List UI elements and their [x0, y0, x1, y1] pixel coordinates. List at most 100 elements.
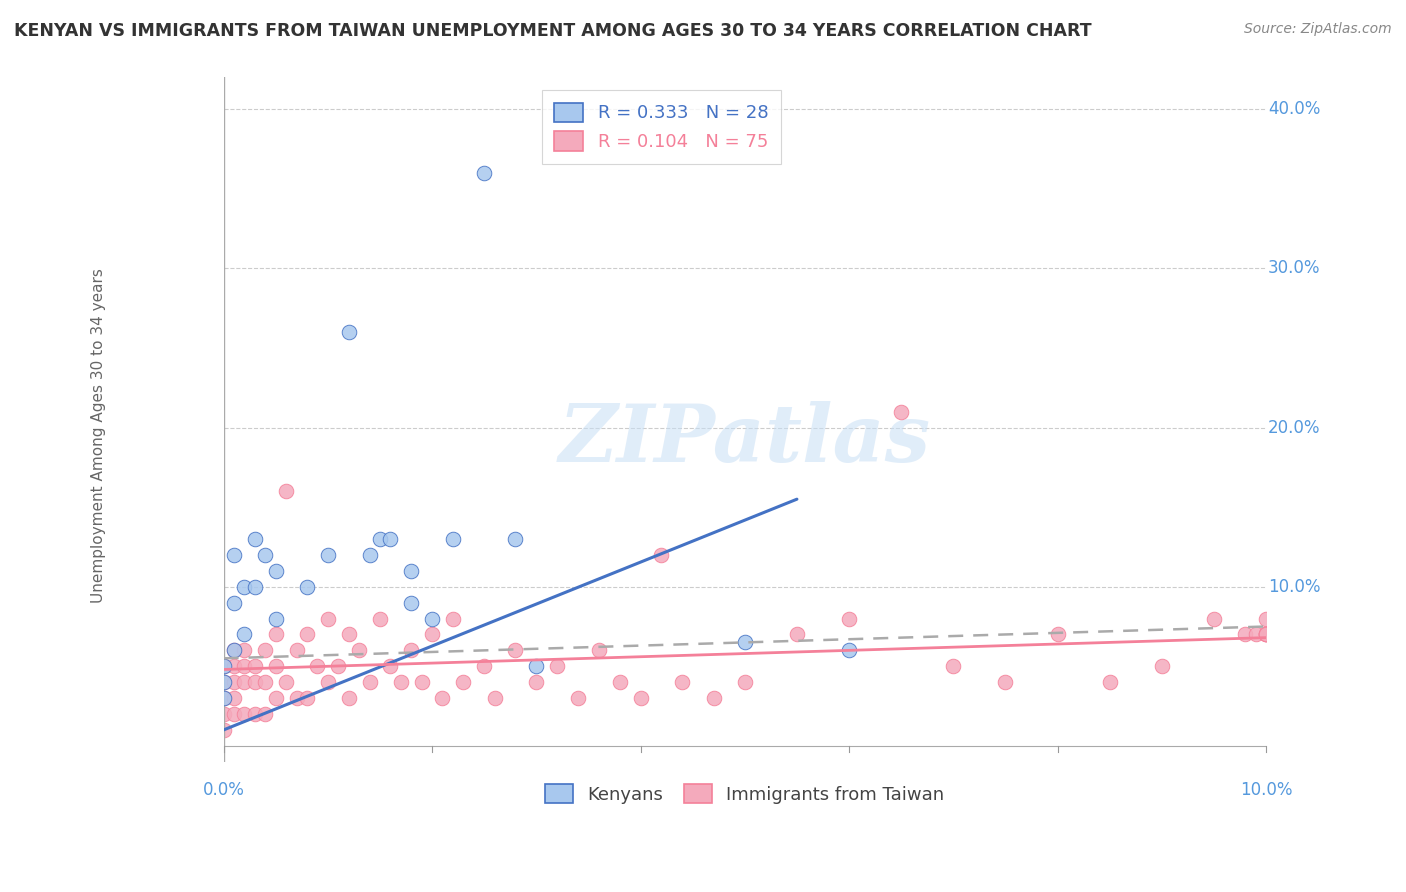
Point: [441, 532, 464, 546]
Point: [1254, 627, 1277, 641]
Point: [222, 643, 245, 657]
Point: [420, 611, 443, 625]
Point: [295, 691, 318, 706]
Point: [524, 659, 547, 673]
Point: [212, 659, 235, 673]
Point: [316, 675, 339, 690]
Point: [264, 659, 287, 673]
Point: [243, 675, 266, 690]
Point: [328, 659, 350, 673]
Point: [420, 627, 443, 641]
Point: [942, 659, 965, 673]
Point: [630, 691, 652, 706]
Point: [337, 691, 360, 706]
Point: [254, 706, 277, 721]
Point: [212, 691, 235, 706]
Point: [432, 691, 454, 706]
Text: 0.0%: 0.0%: [202, 780, 245, 799]
Point: [222, 691, 245, 706]
Point: [222, 596, 245, 610]
Point: [786, 627, 808, 641]
Text: 10.0%: 10.0%: [1268, 578, 1320, 596]
Text: 20.0%: 20.0%: [1268, 418, 1320, 436]
Point: [285, 643, 308, 657]
Text: KENYAN VS IMMIGRANTS FROM TAIWAN UNEMPLOYMENT AMONG AGES 30 TO 34 YEARS CORRELAT: KENYAN VS IMMIGRANTS FROM TAIWAN UNEMPLO…: [14, 22, 1091, 40]
Point: [337, 325, 360, 339]
Point: [368, 532, 391, 546]
Point: [734, 675, 756, 690]
Point: [264, 627, 287, 641]
Point: [295, 580, 318, 594]
Point: [838, 611, 860, 625]
Point: [1254, 627, 1277, 641]
Point: [212, 723, 235, 737]
Point: [389, 675, 412, 690]
Point: [316, 548, 339, 562]
Point: [484, 691, 506, 706]
Point: [1150, 659, 1173, 673]
Point: [399, 564, 422, 578]
Point: [359, 675, 381, 690]
Point: [588, 643, 610, 657]
Point: [337, 627, 360, 641]
Point: [254, 548, 277, 562]
Point: [650, 548, 672, 562]
Point: [359, 548, 381, 562]
Point: [890, 404, 912, 418]
Point: [505, 532, 527, 546]
Point: [212, 691, 235, 706]
Point: [212, 706, 235, 721]
Point: [243, 532, 266, 546]
Point: [222, 548, 245, 562]
Point: [1202, 611, 1225, 625]
Point: [212, 675, 235, 690]
Point: [347, 643, 370, 657]
Point: [233, 706, 256, 721]
Point: [609, 675, 631, 690]
Point: [546, 659, 568, 673]
Point: [1254, 611, 1277, 625]
Point: [222, 706, 245, 721]
Point: [1046, 627, 1069, 641]
Point: [399, 596, 422, 610]
Point: [380, 532, 402, 546]
Point: [264, 564, 287, 578]
Point: [233, 675, 256, 690]
Point: [212, 659, 235, 673]
Point: [212, 675, 235, 690]
Point: [233, 643, 256, 657]
Text: Source: ZipAtlas.com: Source: ZipAtlas.com: [1244, 22, 1392, 37]
Point: [1234, 627, 1257, 641]
Point: [1254, 627, 1277, 641]
Point: [233, 659, 256, 673]
Point: [222, 643, 245, 657]
Point: [505, 643, 527, 657]
Point: [411, 675, 433, 690]
Point: [222, 675, 245, 690]
Point: [307, 659, 329, 673]
Point: [233, 627, 256, 641]
Point: [316, 611, 339, 625]
Text: 10.0%: 10.0%: [1240, 780, 1292, 799]
Point: [274, 484, 297, 499]
Point: [222, 659, 245, 673]
Text: Unemployment Among Ages 30 to 34 years: Unemployment Among Ages 30 to 34 years: [91, 268, 105, 603]
Point: [285, 691, 308, 706]
Point: [243, 706, 266, 721]
Point: [243, 659, 266, 673]
Point: [1244, 627, 1267, 641]
Point: [472, 659, 495, 673]
Point: [567, 691, 589, 706]
Point: [295, 627, 318, 641]
Text: ZIPatlas: ZIPatlas: [558, 401, 931, 479]
Point: [441, 611, 464, 625]
Legend: Kenyans, Immigrants from Taiwan: Kenyans, Immigrants from Taiwan: [534, 773, 955, 814]
Point: [524, 675, 547, 690]
Point: [264, 611, 287, 625]
Point: [380, 659, 402, 673]
Point: [368, 611, 391, 625]
Point: [1254, 627, 1277, 641]
Point: [702, 691, 724, 706]
Point: [1098, 675, 1121, 690]
Point: [671, 675, 693, 690]
